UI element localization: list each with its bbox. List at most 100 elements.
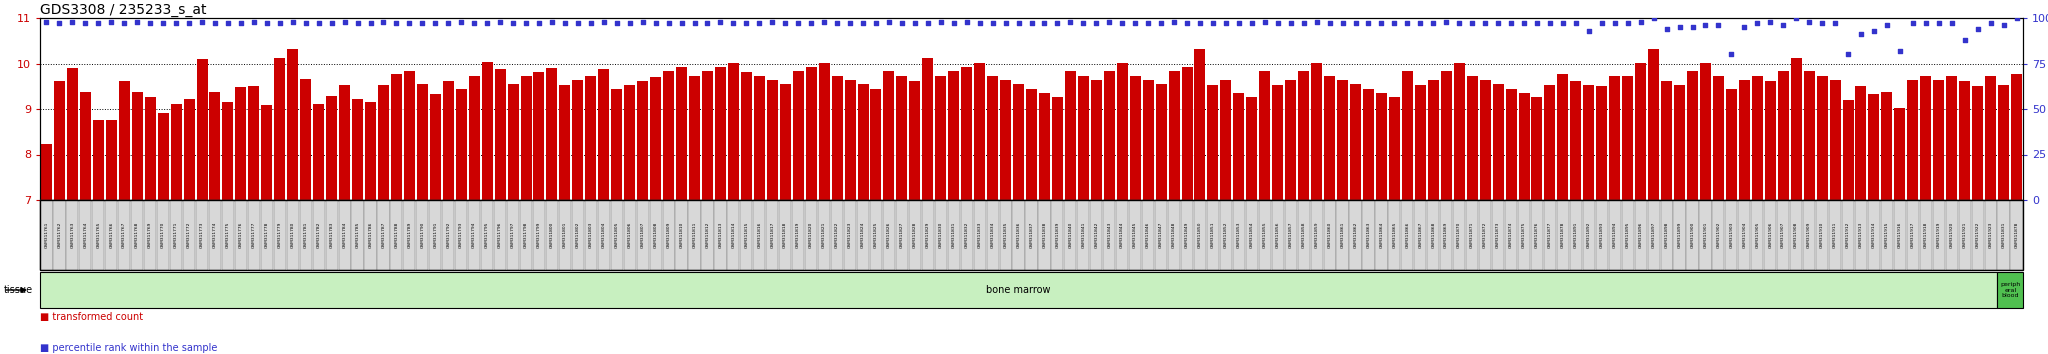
Text: GSM311774: GSM311774	[213, 222, 217, 248]
Bar	[391, 74, 401, 200]
Bar	[457, 89, 467, 200]
Point	[1274, 21, 1307, 26]
Text: GSM311875: GSM311875	[1522, 222, 1526, 248]
Text: GSM311896: GSM311896	[1638, 222, 1642, 248]
Bar	[197, 59, 207, 200]
Point	[1792, 19, 1825, 24]
Text: GSM311918: GSM311918	[1923, 222, 1927, 248]
Bar	[209, 92, 221, 200]
Bar	[1739, 80, 1749, 200]
Point	[1702, 22, 1735, 28]
Point	[406, 21, 438, 26]
Point	[1858, 28, 1890, 34]
Bar	[1726, 89, 1737, 200]
Text: GSM311799: GSM311799	[537, 222, 541, 248]
Text: GSM311914: GSM311914	[1872, 222, 1876, 248]
Point	[1612, 21, 1645, 26]
Bar	[119, 81, 129, 200]
Text: GSM311836: GSM311836	[1016, 222, 1020, 248]
Point	[1845, 32, 1878, 37]
Text: GSM311792: GSM311792	[446, 222, 451, 248]
Bar	[948, 71, 958, 200]
Point	[1456, 21, 1489, 26]
Text: GSM311766: GSM311766	[109, 222, 113, 248]
Text: GSM311837: GSM311837	[1030, 222, 1034, 248]
Bar	[1233, 93, 1245, 200]
Point	[1184, 21, 1217, 26]
Text: GSM311818: GSM311818	[782, 222, 786, 248]
Text: GSM311913: GSM311913	[1860, 222, 1864, 248]
Text: GSM311874: GSM311874	[1509, 222, 1513, 248]
Point	[899, 21, 932, 26]
Text: GSM311907: GSM311907	[1782, 222, 1786, 248]
Point	[276, 19, 309, 24]
Text: GSM311851: GSM311851	[1210, 222, 1214, 248]
Point	[1079, 21, 1112, 26]
Bar	[80, 92, 90, 200]
Text: GSM311909: GSM311909	[1806, 222, 1810, 248]
Point	[1040, 21, 1073, 26]
Text: GSM311870: GSM311870	[1458, 222, 1460, 248]
Point	[561, 21, 594, 26]
Text: GSM311803: GSM311803	[590, 222, 592, 248]
Text: GSM311903: GSM311903	[1729, 222, 1733, 248]
Bar	[481, 62, 494, 200]
Text: GSM311871: GSM311871	[1470, 222, 1475, 248]
Point	[1624, 19, 1657, 24]
Text: GSM311857: GSM311857	[1288, 222, 1292, 248]
Point	[2001, 15, 2034, 21]
Point	[782, 21, 815, 26]
Text: GSM311840: GSM311840	[1069, 222, 1073, 248]
Bar	[1077, 76, 1090, 200]
Text: GSM311787: GSM311787	[381, 222, 385, 248]
Point	[1444, 21, 1477, 26]
Text: GSM311817: GSM311817	[770, 222, 774, 248]
Text: GSM311793: GSM311793	[459, 222, 463, 248]
Point	[1417, 21, 1450, 26]
Bar	[715, 67, 725, 200]
Bar	[1804, 71, 1815, 200]
Bar	[1505, 89, 1518, 200]
Bar	[1260, 71, 1270, 200]
Bar	[1026, 89, 1036, 200]
Text: GSM311828: GSM311828	[913, 222, 918, 248]
Point	[1690, 22, 1722, 28]
Text: GSM311878: GSM311878	[2015, 222, 2019, 248]
Point	[1806, 21, 1839, 26]
Bar	[262, 105, 272, 200]
Bar	[1389, 97, 1401, 200]
Point	[1055, 19, 1087, 24]
Text: GSM311898: GSM311898	[1665, 222, 1669, 248]
Bar	[1790, 58, 1802, 200]
Point	[1495, 21, 1528, 26]
Bar	[301, 79, 311, 200]
Point	[1559, 21, 1591, 26]
Text: GSM311829: GSM311829	[926, 222, 930, 248]
Point	[328, 19, 360, 24]
Point	[1909, 21, 1942, 26]
Point	[459, 21, 492, 26]
Point	[133, 21, 166, 26]
Text: GSM311831: GSM311831	[2001, 222, 2005, 248]
Bar	[326, 96, 338, 200]
Bar	[1532, 97, 1542, 200]
Point	[821, 21, 854, 26]
Text: GSM311864: GSM311864	[1380, 222, 1384, 248]
Text: GSM311772: GSM311772	[186, 222, 190, 248]
Bar	[1649, 50, 1659, 200]
Bar	[1933, 80, 1944, 200]
Bar	[418, 84, 428, 200]
Text: GSM311788: GSM311788	[395, 222, 399, 248]
Text: GSM311823: GSM311823	[848, 222, 852, 248]
Bar	[1882, 92, 1892, 200]
Bar	[236, 87, 246, 200]
Bar	[1415, 85, 1425, 200]
Point	[471, 21, 504, 26]
Text: GSM311854: GSM311854	[1249, 222, 1253, 248]
Bar	[1868, 93, 1880, 200]
Bar	[1272, 85, 1284, 200]
Text: GSM311919: GSM311919	[1937, 222, 1942, 248]
Text: GSM311843: GSM311843	[1108, 222, 1112, 248]
Point	[651, 21, 684, 26]
Point	[977, 21, 1010, 26]
